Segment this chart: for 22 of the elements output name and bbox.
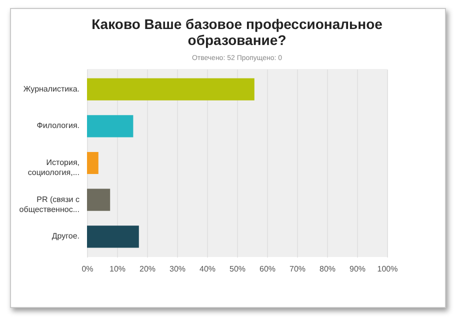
bar [87, 188, 110, 211]
x-tick-label: 90% [349, 264, 366, 274]
y-tick-label: PR (связи с общественнос... [19, 194, 80, 214]
x-tick-label: 60% [259, 264, 276, 274]
y-tick-label: Журналистика. [23, 84, 80, 94]
x-tick-label: 30% [169, 264, 186, 274]
x-tick-label: 100% [377, 264, 398, 274]
x-tick-label: 0% [82, 264, 94, 274]
bar [87, 115, 134, 138]
bar [87, 78, 254, 100]
bar [87, 152, 98, 174]
x-tick-label: 20% [139, 264, 156, 274]
y-tick-label: История, социология,... [28, 158, 80, 177]
x-tick-label: 40% [199, 264, 216, 274]
chart-title: Каково Ваше базовое профессиональное образование? [92, 16, 383, 48]
x-tick-label: 10% [109, 264, 126, 274]
x-tick-label: 50% [229, 264, 246, 274]
bar [87, 226, 139, 248]
x-tick-label: 70% [289, 264, 306, 274]
x-tick-label: 80% [319, 264, 336, 274]
y-tick-label: Другое. [52, 232, 80, 241]
y-tick-label: Филология. [36, 121, 80, 130]
